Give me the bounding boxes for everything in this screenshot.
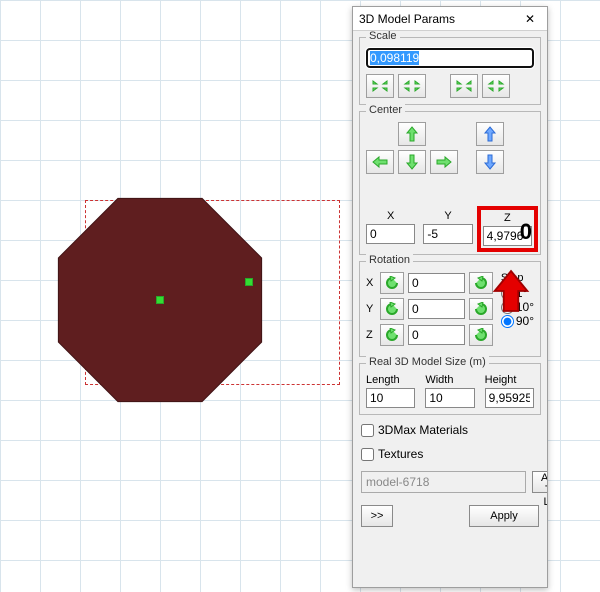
height-input[interactable]	[485, 388, 534, 408]
width-input[interactable]	[425, 388, 474, 408]
length-label: Length	[366, 374, 415, 386]
rot-x-ccw-button[interactable]	[380, 272, 404, 294]
size-legend: Real 3D Model Size (m)	[366, 356, 489, 368]
step-1-option[interactable]: 1°	[501, 286, 534, 300]
more-button[interactable]: >>	[361, 505, 393, 527]
scale-in-xy-button[interactable]	[366, 74, 394, 98]
step-90-option[interactable]: 90°	[501, 314, 534, 328]
z-highlight-box: Z 0	[477, 206, 538, 252]
rotation-group: Rotation X Y Z	[359, 261, 541, 357]
rot-y-input[interactable]	[408, 299, 465, 319]
rot-y-label: Y	[366, 303, 376, 315]
rot-z-label: Z	[366, 329, 376, 341]
rot-z-input[interactable]	[408, 325, 465, 345]
scale-out-z-button[interactable]	[482, 74, 510, 98]
rot-z-cw-button[interactable]	[469, 324, 493, 346]
move-down-button[interactable]	[398, 150, 426, 174]
center-legend: Center	[366, 104, 405, 116]
center-y-label: Y	[423, 210, 472, 222]
scale-out-xy-button[interactable]	[398, 74, 426, 98]
rot-x-label: X	[366, 277, 376, 289]
center-y-input[interactable]	[423, 224, 472, 244]
params-panel: 3D Model Params ✕ Scale Center	[352, 6, 548, 588]
move-z-up-button[interactable]	[476, 122, 504, 146]
move-right-button[interactable]	[430, 150, 458, 174]
center-x-label: X	[366, 210, 415, 222]
step-10-option[interactable]: 10°	[501, 300, 534, 314]
move-z-down-button[interactable]	[476, 150, 504, 174]
rot-x-input[interactable]	[408, 273, 465, 293]
length-input[interactable]	[366, 388, 415, 408]
rotation-legend: Rotation	[366, 254, 413, 266]
rot-z-ccw-button[interactable]	[380, 324, 404, 346]
handle-center[interactable]	[156, 296, 164, 304]
add-to-lib-button[interactable]: Add To Lib	[532, 471, 547, 493]
height-label: Height	[485, 374, 534, 386]
rot-y-ccw-button[interactable]	[380, 298, 404, 320]
move-left-button[interactable]	[366, 150, 394, 174]
scale-group: Scale	[359, 37, 541, 105]
panel-titlebar: 3D Model Params ✕	[353, 7, 547, 31]
move-up-button[interactable]	[398, 122, 426, 146]
apply-button[interactable]: Apply	[469, 505, 539, 527]
close-icon: ✕	[525, 12, 535, 26]
dmax-checkbox[interactable]: 3DMax Materials	[361, 423, 539, 437]
center-x-input[interactable]	[366, 224, 415, 244]
scale-legend: Scale	[366, 31, 400, 42]
scale-in-z-button[interactable]	[450, 74, 478, 98]
width-label: Width	[425, 374, 474, 386]
step-column: Step 1° 10° 90°	[501, 272, 534, 350]
model-name-input[interactable]	[361, 471, 526, 493]
handle-edge[interactable]	[245, 278, 253, 286]
annotation-glyph: 0	[520, 221, 532, 243]
rot-y-cw-button[interactable]	[469, 298, 493, 320]
rot-x-cw-button[interactable]	[469, 272, 493, 294]
center-group: Center X	[359, 111, 541, 255]
panel-title: 3D Model Params	[359, 12, 455, 26]
size-group: Real 3D Model Size (m) Length Width Heig…	[359, 363, 541, 415]
textures-checkbox[interactable]: Textures	[361, 447, 539, 461]
scale-input[interactable]	[366, 48, 534, 68]
step-label: Step	[501, 272, 534, 284]
close-button[interactable]: ✕	[519, 10, 541, 28]
